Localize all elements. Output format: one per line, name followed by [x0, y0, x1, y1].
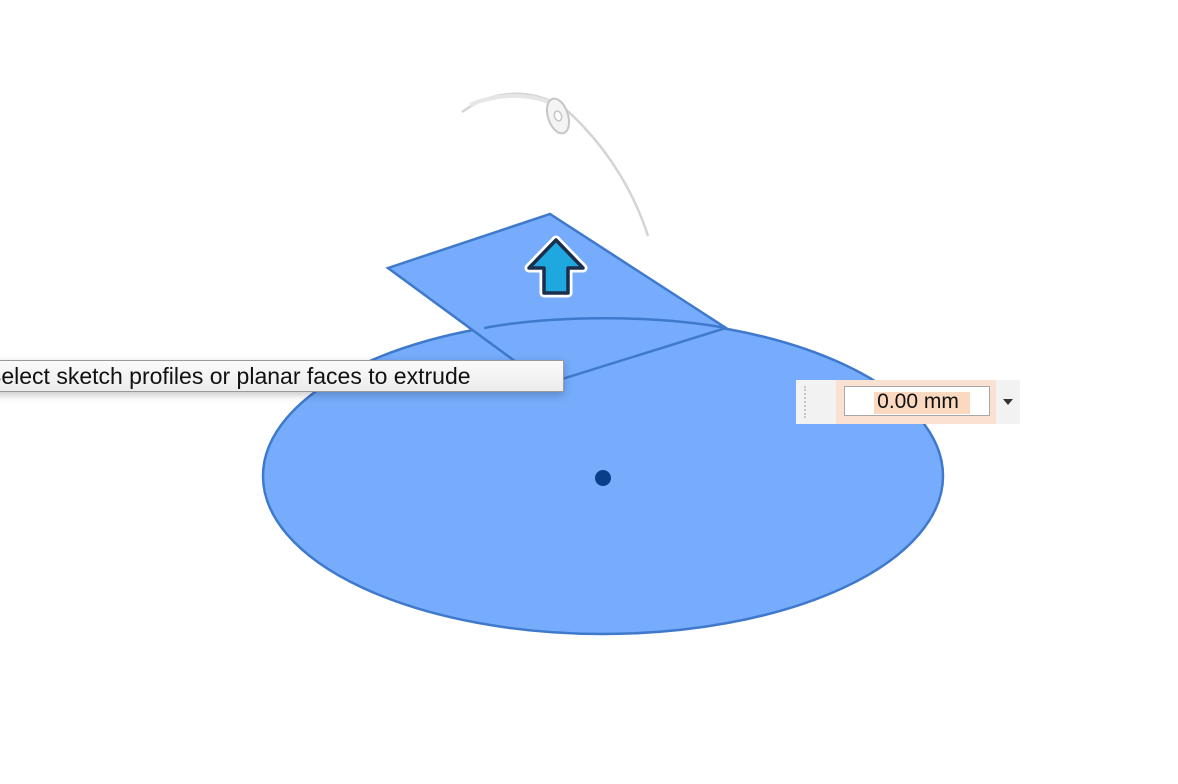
- center-point[interactable]: [595, 470, 611, 486]
- rotate-handle-icon[interactable]: [543, 96, 573, 136]
- distance-input[interactable]: 0.00 mm: [844, 386, 990, 416]
- arrow-up-icon[interactable]: [524, 235, 588, 298]
- tooltip-text: Select sketch profiles or planar faces t…: [0, 363, 471, 389]
- distance-value: 0.00 mm: [877, 390, 959, 413]
- distance-field-container: 0.00 mm: [836, 380, 996, 424]
- caret-down-icon[interactable]: [1000, 394, 1016, 410]
- distance-widget: 0.00 mm: [796, 380, 1020, 424]
- profile-edge: [483, 317, 727, 330]
- selection-highlight: [874, 392, 970, 414]
- tooltip: Select sketch profiles or planar faces t…: [0, 360, 564, 392]
- drag-grip[interactable]: [804, 386, 810, 418]
